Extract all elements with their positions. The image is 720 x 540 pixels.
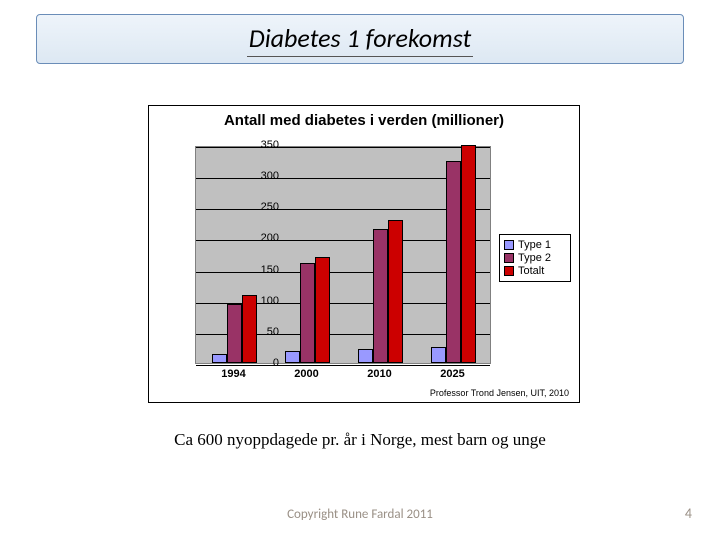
legend-row: Totalt (504, 265, 566, 277)
bar-type-1 (285, 351, 300, 363)
y-tick-label: 200 (239, 232, 279, 244)
bar-type-1 (358, 349, 373, 363)
title-box: Diabetes 1 forekomst (36, 14, 684, 64)
y-tick-label: 350 (239, 139, 279, 151)
caption: Ca 600 nyoppdagede pr. år i Norge, mest … (0, 430, 720, 450)
chart-title: Antall med diabetes i verden (millioner) (149, 112, 579, 129)
bar-totalt (388, 220, 403, 363)
legend-swatch (504, 266, 514, 276)
page-number: 4 (685, 505, 692, 522)
bar-totalt (461, 145, 476, 363)
legend-label: Type 1 (518, 239, 551, 251)
bar-type-2 (446, 161, 461, 363)
x-tick-label: 2025 (430, 368, 475, 380)
chart-attribution: Professor Trond Jensen, UIT, 2010 (430, 388, 569, 398)
y-tick-label: 150 (239, 264, 279, 276)
bar-type-1 (212, 354, 227, 363)
legend-row: Type 1 (504, 239, 566, 251)
x-tick-label: 1994 (211, 368, 256, 380)
footer-copyright: Copyright Rune Fardal 2011 (0, 507, 720, 522)
y-tick-label: 100 (239, 295, 279, 307)
x-tick-label: 2010 (357, 368, 402, 380)
slide: Diabetes 1 forekomst Antall med diabetes… (0, 0, 720, 540)
legend-label: Type 2 (518, 252, 551, 264)
slide-title: Diabetes 1 forekomst (247, 22, 474, 57)
chart-container: Antall med diabetes i verden (millioner)… (148, 105, 580, 403)
y-tick-label: 50 (239, 326, 279, 338)
bar-type-1 (431, 347, 446, 363)
y-tick-label: 250 (239, 201, 279, 213)
legend-label: Totalt (518, 265, 544, 277)
legend-swatch (504, 240, 514, 250)
x-tick-label: 2000 (284, 368, 329, 380)
bar-type-2 (300, 263, 315, 363)
legend-swatch (504, 253, 514, 263)
y-tick-label: 300 (239, 170, 279, 182)
legend: Type 1Type 2Totalt (499, 234, 571, 282)
bar-totalt (315, 257, 330, 363)
bar-type-2 (373, 229, 388, 363)
legend-row: Type 2 (504, 252, 566, 264)
